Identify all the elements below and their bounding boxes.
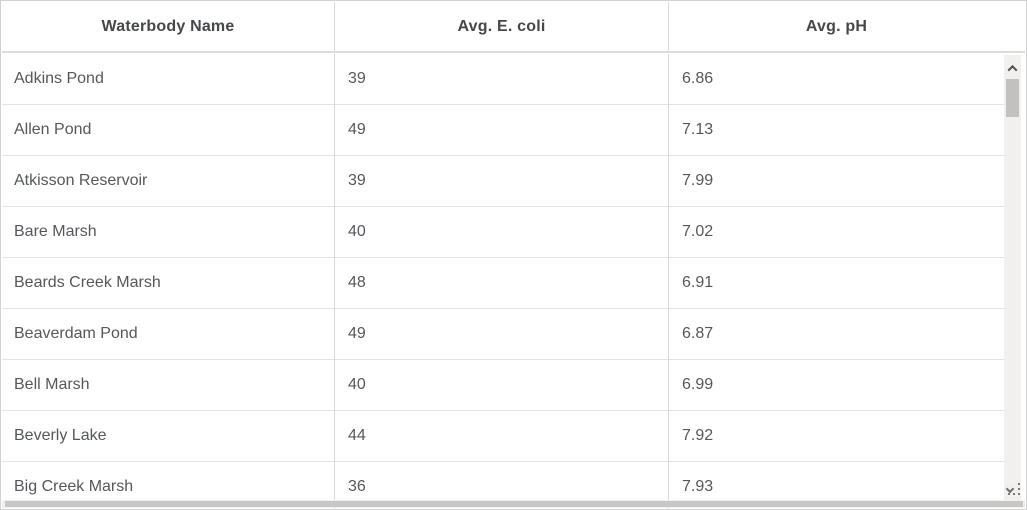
cell-avg-ph: 7.93	[669, 462, 1004, 509]
column-header-avg-ph[interactable]: Avg. pH	[805, 17, 868, 35]
table-row[interactable]: Beaverdam Pond 49 6.87	[2, 309, 1004, 360]
header-spacer	[1004, 2, 1025, 51]
cell-waterbody-name: Bare Marsh	[2, 207, 335, 258]
table-row[interactable]: Bell Marsh 40 6.99	[2, 360, 1004, 411]
cell-avg-ecoli: 39	[335, 54, 669, 105]
cell-avg-ph: 7.99	[669, 156, 1004, 207]
scroll-up-button[interactable]	[1004, 60, 1021, 76]
column-header-waterbody-name[interactable]: Waterbody Name	[2, 2, 335, 51]
table-body: Adkins Pond 39 6.86 Allen Pond 49 7.13 Atkisso…	[2, 54, 1004, 509]
vertical-scrollbar-thumb[interactable]	[1006, 79, 1019, 117]
cell-avg-ecoli: 39	[335, 156, 669, 207]
table-row[interactable]: Adkins Pond 39 6.86	[2, 54, 1004, 105]
cell-avg-ph: 6.91	[669, 258, 1004, 309]
cell-waterbody-name: Beaverdam Pond	[2, 309, 335, 360]
cell-avg-ecoli: 49	[335, 105, 669, 156]
table-row[interactable]: Atkisson Reservoir 39 7.99	[2, 156, 1004, 207]
cell-avg-ecoli: 44	[335, 411, 669, 462]
resize-grip-icon	[1018, 483, 1020, 485]
horizontal-scrollbar-thumb[interactable]	[5, 501, 1023, 507]
cell-avg-ecoli: 49	[335, 309, 669, 360]
cell-avg-ph: 7.13	[669, 105, 1004, 156]
cell-waterbody-name: Bell Marsh	[2, 360, 335, 411]
cell-waterbody-name: Atkisson Reservoir	[2, 156, 335, 207]
cell-waterbody-name: Beards Creek Marsh	[2, 258, 335, 309]
vertical-scrollbar[interactable]	[1004, 55, 1021, 500]
column-header-avg-ecoli[interactable]: Avg. E. coli	[335, 2, 669, 51]
table-row[interactable]: Beverly Lake 44 7.92	[2, 411, 1004, 462]
cell-avg-ph: 7.02	[669, 207, 1004, 258]
cell-waterbody-name: Adkins Pond	[2, 54, 335, 105]
cell-avg-ecoli: 40	[335, 360, 669, 411]
table-row[interactable]: Bare Marsh 40 7.02	[2, 207, 1004, 258]
table-row[interactable]: Allen Pond 49 7.13	[2, 105, 1004, 156]
cell-waterbody-name: Big Creek Marsh	[2, 462, 335, 509]
chevron-down-icon	[1005, 484, 1015, 494]
cell-waterbody-name: Allen Pond	[2, 105, 335, 156]
cell-avg-ecoli: 36	[335, 462, 669, 509]
cell-avg-ph: 6.87	[669, 309, 1004, 360]
cell-avg-ecoli: 48	[335, 258, 669, 309]
chevron-up-icon	[1007, 64, 1018, 75]
scroll-down-resize-grip[interactable]	[1005, 483, 1021, 498]
cell-avg-ph: 6.86	[669, 54, 1004, 105]
table-header-row: Waterbody Name Avg. E. coli Avg. pH	[2, 2, 1025, 53]
cell-waterbody-name: Beverly Lake	[2, 411, 335, 462]
table-row[interactable]: Beards Creek Marsh 48 6.91	[2, 258, 1004, 309]
cell-avg-ph: 7.92	[669, 411, 1004, 462]
horizontal-scrollbar[interactable]	[2, 500, 1025, 508]
cell-avg-ph: 6.99	[669, 360, 1004, 411]
cell-avg-ecoli: 40	[335, 207, 669, 258]
